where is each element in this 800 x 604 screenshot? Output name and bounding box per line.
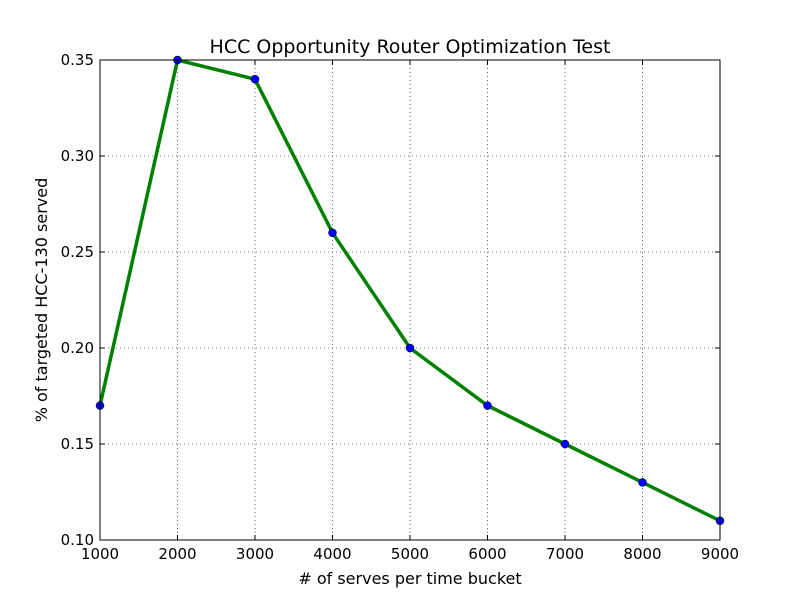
y-tick-label: 0.25 bbox=[61, 243, 94, 261]
data-point-marker bbox=[483, 401, 492, 410]
data-point-marker bbox=[638, 478, 647, 487]
y-tick-label: 0.20 bbox=[61, 339, 94, 357]
y-tick-label: 0.35 bbox=[61, 51, 94, 69]
data-point-marker bbox=[405, 343, 415, 353]
axis-ticks bbox=[99, 59, 721, 541]
grid-lines bbox=[100, 60, 720, 540]
series-line bbox=[98, 57, 721, 523]
chart-title: HCC Opportunity Router Optimization Test bbox=[210, 36, 611, 58]
y-tick-label: 0.10 bbox=[61, 531, 94, 549]
x-tick-label: 3000 bbox=[236, 545, 274, 563]
x-axis-label: # of serves per time bucket bbox=[298, 569, 521, 588]
series-layer bbox=[95, 55, 725, 526]
data-point-marker bbox=[250, 74, 260, 84]
y-tick-label: 0.15 bbox=[61, 435, 94, 453]
x-tick-label: 8000 bbox=[623, 545, 661, 563]
x-tick-label: 9000 bbox=[701, 545, 739, 563]
x-tick-label: 1000 bbox=[81, 545, 119, 563]
data-point-marker bbox=[328, 228, 337, 238]
y-axis-tick-labels: 0.10 0.15 0.20 0.25 0.30 0.35 bbox=[61, 51, 94, 549]
y-axis-label: % of targeted HCC-130 served bbox=[32, 178, 51, 423]
data-point-marker bbox=[560, 439, 570, 449]
x-tick-label: 2000 bbox=[158, 545, 196, 563]
x-tick-label: 5000 bbox=[391, 545, 429, 563]
x-axis-tick-labels: 1000 2000 3000 4000 5000 6000 7000 8000 9000 bbox=[81, 545, 739, 563]
x-tick-label: 7000 bbox=[546, 545, 584, 563]
x-tick-label: 6000 bbox=[468, 545, 506, 563]
x-tick-label: 4000 bbox=[313, 545, 351, 563]
y-tick-label: 0.30 bbox=[61, 147, 94, 165]
